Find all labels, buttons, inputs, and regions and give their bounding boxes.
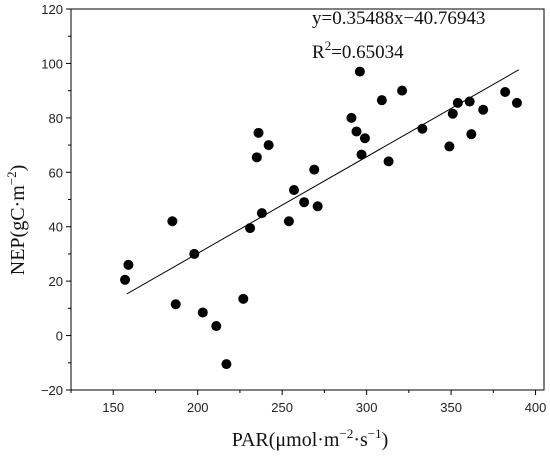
data-point (283, 216, 294, 227)
data-point (211, 321, 222, 332)
data-point (417, 123, 428, 134)
y-tick-label: 40 (49, 220, 63, 235)
data-point (511, 97, 522, 108)
data-point (359, 133, 370, 144)
data-point (309, 164, 320, 175)
data-point (312, 201, 323, 212)
data-point (354, 66, 365, 77)
data-point (123, 259, 134, 270)
data-point (452, 97, 463, 108)
plot-area: 150 200 250 300 350 400 −20 0 20 40 60 80 100 120 (41, 2, 546, 415)
data-point (245, 223, 256, 234)
data-point (167, 216, 178, 227)
data-point (221, 359, 232, 370)
data-point (356, 149, 367, 160)
data-point (466, 129, 477, 140)
data-point (351, 126, 362, 137)
y-tick-label: 20 (49, 274, 63, 289)
data-point (397, 85, 408, 96)
y-tick-label: 80 (49, 111, 63, 126)
y-tick-label: 100 (41, 56, 63, 71)
y-tick-label: 120 (41, 2, 63, 17)
x-axis-title: PAR(μmol·m−2·s−1) (232, 426, 389, 451)
x-tick-label: 400 (525, 400, 547, 415)
x-tick-label: 200 (187, 400, 209, 415)
data-point (299, 197, 310, 208)
data-point (288, 184, 299, 195)
data-point (256, 208, 267, 219)
data-point (464, 96, 475, 107)
data-point (263, 140, 274, 151)
data-point (478, 104, 489, 115)
data-point (253, 127, 264, 138)
data-point (383, 156, 394, 167)
y-tick-label: 60 (49, 165, 63, 180)
x-tick-label: 150 (102, 400, 124, 415)
data-point (376, 95, 387, 106)
data-point (444, 141, 455, 152)
y-tick-label: 0 (56, 329, 63, 344)
regression-equation: y=0.35488x−40.76943 (312, 8, 485, 29)
data-point (120, 274, 131, 285)
y-tick-label: −20 (41, 383, 63, 398)
data-point (170, 299, 181, 310)
x-tick-label: 250 (271, 400, 293, 415)
y-axis: −20 0 20 40 60 80 100 120 (41, 2, 71, 398)
data-point (238, 293, 249, 304)
x-tick-label: 350 (440, 400, 462, 415)
r-squared-label: R2=0.65034 (312, 38, 404, 63)
data-point (189, 248, 200, 259)
data-point (500, 87, 511, 98)
x-axis: 150 200 250 300 350 400 (70, 390, 547, 415)
data-point (197, 307, 208, 318)
data-point (447, 108, 458, 119)
data-points (120, 66, 522, 370)
data-point (346, 112, 357, 123)
y-axis-title: NEP(gC·m−2) (4, 165, 29, 276)
x-tick-label: 300 (356, 400, 378, 415)
data-point (251, 152, 262, 163)
